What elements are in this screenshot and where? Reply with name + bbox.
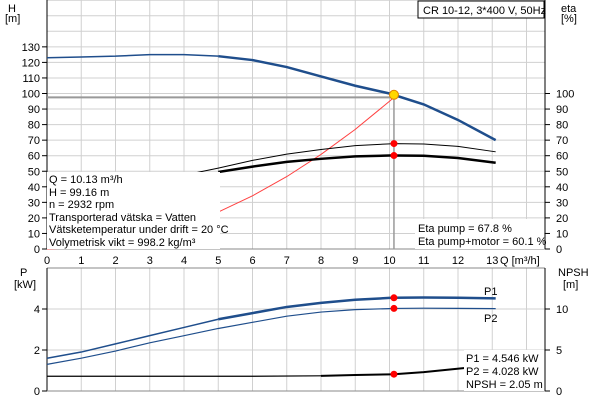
eta-tick-label: 60: [556, 151, 568, 163]
p1-curve: [218, 296, 496, 321]
p2-curve-label: P2: [484, 313, 497, 325]
p-axis-unit: [kW]: [14, 279, 36, 291]
x-tick-label: 13: [486, 255, 498, 267]
h-tick-label: 110: [22, 73, 40, 85]
eta-tick-label: 70: [556, 135, 568, 147]
eta-tick-label: 40: [556, 182, 568, 194]
power-box: P1 = 4.546 kW P2 = 4.028 kW NPSH = 2.05 …: [464, 350, 544, 391]
x-tick-label: 12: [452, 255, 464, 267]
eta-tick-label: 50: [556, 166, 568, 178]
p2-marker: [390, 304, 398, 312]
eta-tick-label: 20: [556, 213, 568, 225]
npsh-axis-label: NPSH: [558, 267, 589, 279]
info-liquid: Transporterad vätska = Vatten: [49, 212, 196, 224]
p2-curve: [46, 307, 496, 365]
markers: [388, 89, 399, 378]
h-curve: [218, 54, 497, 142]
info-density: Volymetrisk vikt = 998.2 kg/m³: [49, 237, 196, 249]
h-tick-label: 60: [28, 151, 40, 163]
eta-tick-label: 100: [556, 89, 574, 101]
npsh-tick-label: 5: [556, 345, 562, 357]
p1-curve-thin: [46, 318, 219, 359]
npsh-axis-unit: [m]: [563, 279, 578, 291]
x-tick-label: 8: [318, 255, 324, 267]
chart-title: CR 10-12, 3*400 V, 50Hz: [423, 5, 546, 17]
npsh-marker: [390, 370, 398, 378]
npsh-tick-label: 10: [556, 304, 568, 316]
power-box-bg: [464, 350, 544, 391]
top-grid: [46, 0, 546, 250]
x-tick-label: 0: [44, 255, 50, 267]
p1-value: P1 = 4.546 kW: [466, 353, 539, 365]
eta-tick-label: 30: [556, 197, 568, 209]
eta-box: Eta pump = 67.8 % Eta pump+motor = 60.1 …: [415, 219, 547, 249]
eta-pump-motor-value: Eta pump+motor = 60.1 %: [418, 236, 547, 248]
eta-pump-motor-marker: [390, 152, 398, 160]
eta-axis-unit: [%]: [561, 13, 577, 25]
h-curve-thin: [46, 53, 219, 59]
h-axis-unit: [m]: [5, 13, 20, 25]
npsh-tick-label: 0: [556, 386, 562, 398]
x-tick-label: 11: [418, 255, 429, 267]
p1-curve-label: P1: [484, 286, 497, 298]
info-box: Q = 10.13 m³/h H = 99.16 m n = 2932 rpm …: [47, 172, 229, 249]
eta-tick-label: 10: [556, 228, 568, 240]
p-tick-label: 0: [34, 386, 40, 398]
h-tick-label: 130: [22, 42, 40, 54]
x-tick-label: 10: [383, 255, 395, 267]
info-h: H = 99.16 m: [49, 187, 109, 199]
h-tick-label: 10: [28, 228, 40, 240]
p-tick-label: 2: [34, 345, 40, 357]
x-tick-label: 1: [78, 255, 84, 267]
p-axis-label: P: [20, 267, 27, 279]
eta-tick-label: 0: [556, 244, 562, 256]
h-tick-label: 80: [28, 120, 40, 132]
h-tick-label: 20: [28, 213, 40, 225]
p-tick-label: 4: [34, 304, 40, 316]
x-tick-label: 7: [284, 255, 290, 267]
info-n: n = 2932 rpm: [49, 199, 114, 211]
h-tick-label: 50: [28, 166, 40, 178]
x-tick-label: 5: [215, 255, 221, 267]
h-tick-label: 0: [34, 244, 40, 256]
eta-pump-motor-curve: [218, 154, 496, 174]
h-tick-label: 70: [28, 135, 40, 147]
operating-point-marker: [388, 89, 399, 100]
info-temp: Vätsketemperatur under drift = 20 °C: [49, 224, 229, 236]
h-tick-label: 90: [28, 104, 40, 116]
bottom-grid: [46, 267, 546, 392]
eta-pump-marker: [390, 140, 398, 148]
eta-tick-label: 90: [556, 104, 568, 116]
x-tick-label: 4: [181, 255, 187, 267]
x-tick-label: 2: [112, 255, 118, 267]
x-tick-label: 9: [352, 255, 358, 267]
h-tick-label: 120: [22, 57, 40, 69]
eta-tick-label: 80: [556, 120, 568, 132]
h-tick-label: 100: [22, 89, 40, 101]
info-q: Q = 10.13 m³/h: [49, 174, 123, 186]
x-axis-label: Q [m³/h]: [500, 255, 540, 267]
h-axis-label: H: [8, 3, 16, 15]
h-tick-label: 40: [28, 182, 40, 194]
p2-value: P2 = 4.028 kW: [466, 366, 539, 378]
x-tick-label: 6: [249, 255, 255, 267]
info-box-bg: [47, 172, 220, 249]
h-tick-label: 30: [28, 197, 40, 209]
p1-marker: [390, 294, 398, 302]
title-box: [417, 0, 545, 19]
x-tick-label: 3: [147, 255, 153, 267]
npsh-value: NPSH = 2.05 m: [466, 379, 543, 391]
eta-box-bg: [415, 219, 544, 249]
eta-pump-value: Eta pump = 67.8 %: [418, 223, 512, 235]
eta-pump-curve: [180, 143, 496, 177]
eta-axis-label: eta: [561, 3, 577, 15]
tick-labels: 0 1 2 3 4 5 6 7 8 9 10 11 12 130102030405060708090100…: [22, 42, 575, 398]
